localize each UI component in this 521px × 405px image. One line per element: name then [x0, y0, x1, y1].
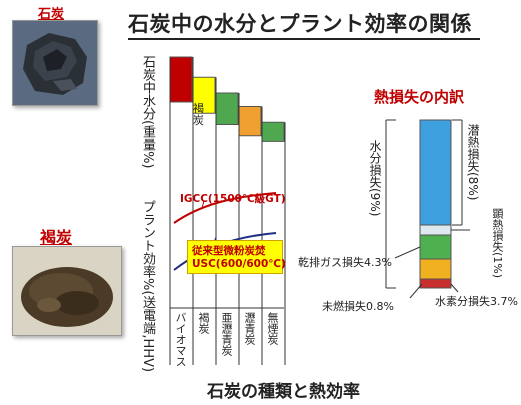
- hydrogen-leader-line: [450, 283, 459, 293]
- brown-coal-photo-label: 褐炭: [40, 228, 73, 247]
- page-title: 石炭中の水分とプラント効率の関係: [128, 12, 472, 36]
- moisture-axis-label: 石炭中水分(重量%): [140, 55, 155, 169]
- igcc-efficiency-curve: [173, 192, 277, 224]
- category-label-brown-coal: 褐炭: [197, 312, 210, 334]
- unburned-leader-line: [409, 283, 423, 299]
- usc-label-box: 従来型微粉炭焚 USC(600/600℃): [187, 240, 286, 274]
- flue-gas-loss-segment: [419, 234, 452, 260]
- flue-gas-leader-line: [394, 246, 421, 259]
- hydrogen-loss-segment: [419, 258, 452, 280]
- coal-efficiency-chart: [169, 56, 286, 365]
- hydrogen-loss-label: 水素分損失3.7%: [435, 295, 518, 308]
- brown-coal-image: [13, 247, 121, 335]
- moisture-bar-5: [261, 121, 285, 142]
- latent-heat-loss-segment: [419, 119, 452, 226]
- latent-heat-loss-label: 潜熱損失(8%): [466, 124, 480, 201]
- moisture-bar-1: [169, 56, 193, 103]
- unburned-loss-segment: [419, 278, 452, 289]
- heat-loss-breakdown-chart: [385, 119, 470, 299]
- unburned-loss-label: 未燃損失0.8%: [322, 300, 394, 313]
- category-label-subbituminous: 亜瀝青炭: [220, 312, 233, 356]
- sensible-heat-loss-label: 顕熱損失(1%): [491, 208, 504, 279]
- heat-loss-title: 熱損失の内訳: [374, 88, 465, 106]
- category-label-bituminous: 瀝青炭: [243, 312, 256, 345]
- usc-label-line2: USC(600/600℃): [192, 258, 286, 270]
- coal-photo: [12, 20, 98, 106]
- brown-coal-photo: [12, 246, 122, 336]
- moisture-bar-4: [238, 106, 262, 137]
- moisture-loss-label: 水分損失(9%): [368, 140, 382, 217]
- sensible-heat-loss-segment: [419, 224, 452, 236]
- chart-caption: 石炭の種類と熱効率: [207, 382, 360, 402]
- category-label-biomass: バイオマス: [174, 312, 187, 367]
- title-underline: [128, 38, 480, 40]
- igcc-label: IGCC(1500℃級GT): [180, 193, 286, 205]
- brown-coal-bar-text: 褐炭: [193, 102, 204, 127]
- usc-label-line1: 従来型微粉炭焚: [192, 245, 266, 257]
- flue-gas-loss-label: 乾排ガス損失4.3%: [298, 256, 392, 269]
- coal-photo-label: 石炭: [38, 7, 65, 22]
- coal-image: [13, 21, 97, 105]
- moisture-bar-3: [215, 92, 239, 125]
- igcc-leader-line: [201, 200, 205, 209]
- category-label-anthracite: 無煙炭: [266, 312, 279, 345]
- efficiency-axis-label: プラント効率%(送電端,HHV): [140, 200, 155, 373]
